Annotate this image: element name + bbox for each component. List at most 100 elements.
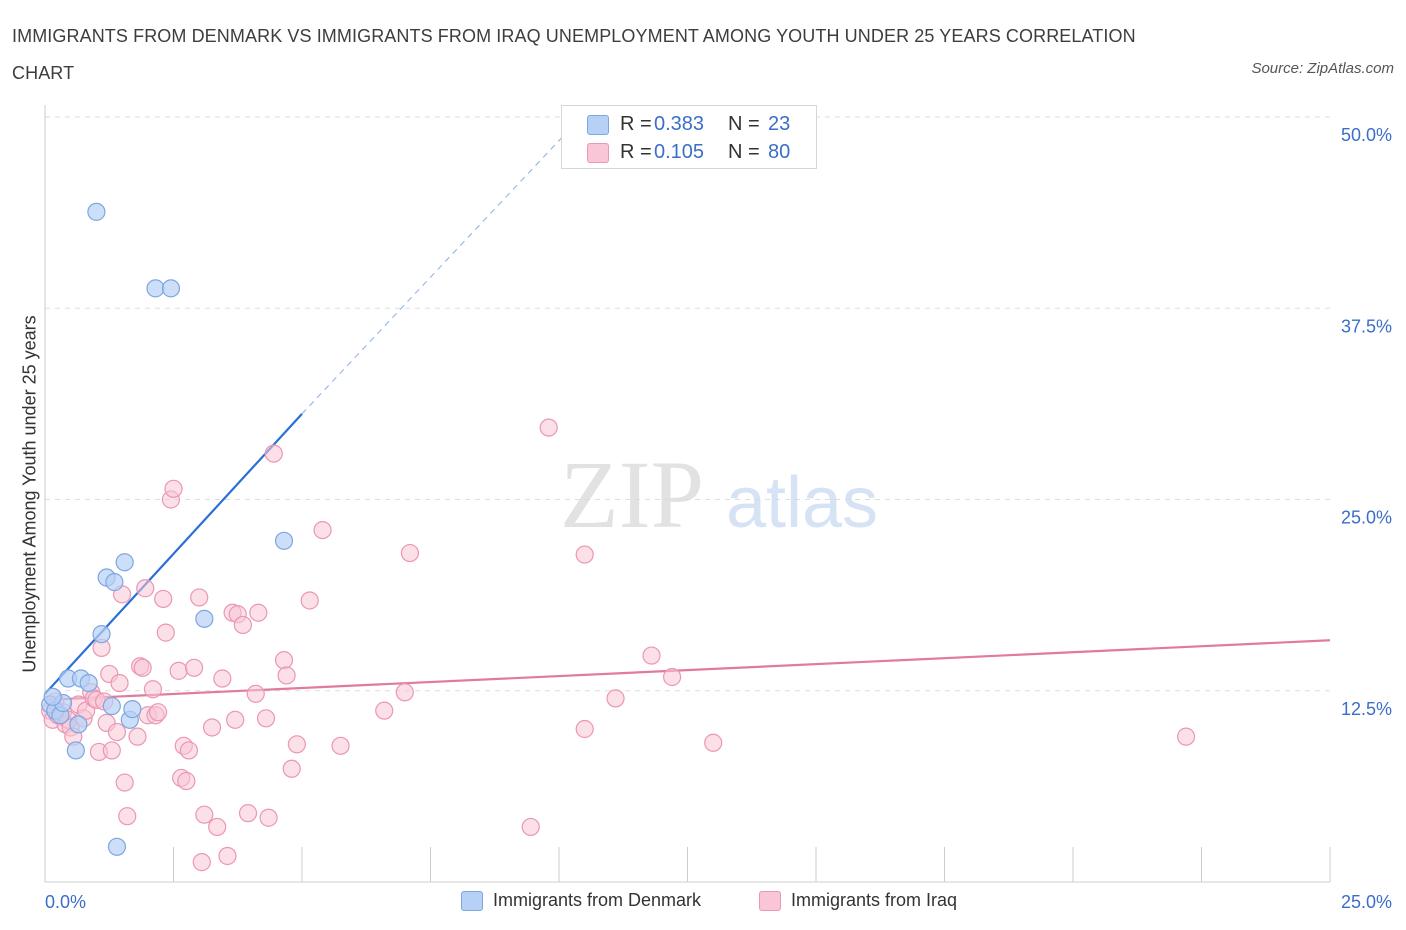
- iraq-point-75: [606, 689, 625, 708]
- iraq-point-52: [226, 710, 245, 729]
- iraq-point-60: [264, 444, 283, 463]
- legend-iraq-swatch: [759, 891, 781, 911]
- y-axis-label: Unemployment Among Youth under 25 years: [19, 315, 40, 673]
- iraq-point-70: [400, 543, 420, 563]
- iraq-point-78: [704, 733, 723, 752]
- denmark-trend-line: [44, 413, 303, 695]
- legend-row-denmark: R = 0.383 N = 23: [562, 110, 816, 138]
- denmark-point-21: [274, 531, 294, 550]
- watermark: ZIP atlas: [560, 441, 878, 548]
- iraq-point-29: [136, 579, 155, 598]
- iraq-point-22: [110, 673, 129, 693]
- iraq-point-49: [213, 669, 232, 688]
- data-points: [41, 202, 1196, 872]
- y-tick-label-1: 25.0%: [1341, 508, 1392, 528]
- iraq-point-63: [282, 759, 301, 778]
- denmark-n-value: 23: [768, 113, 791, 135]
- iraq-point-28: [133, 658, 152, 677]
- denmark-point-13: [105, 573, 124, 592]
- legend-iraq-label: Immigrants from Iraq: [791, 890, 958, 910]
- iraq-point-34: [154, 589, 173, 609]
- denmark-point-8: [79, 673, 98, 693]
- iraq-point-69: [395, 683, 414, 702]
- iraq-point-59: [259, 808, 278, 827]
- iraq-point-38: [169, 661, 188, 680]
- iraq-point-24: [115, 773, 134, 792]
- iraq-r-label: R =: [620, 141, 652, 163]
- denmark-point-6: [69, 715, 88, 734]
- iraq-n-label: N =: [728, 141, 760, 163]
- watermark-zip: ZIP: [560, 441, 704, 548]
- iraq-point-35: [156, 623, 175, 642]
- y-tick-label-0: 12.5%: [1341, 699, 1392, 719]
- iraq-point-20: [102, 741, 121, 760]
- denmark-trend-extension: [301, 107, 591, 415]
- legend-denmark-swatch: [461, 891, 483, 911]
- iraq-point-33: [148, 703, 168, 722]
- denmark-point-20: [195, 609, 214, 628]
- watermark-atlas: atlas: [726, 463, 878, 543]
- iraq-point-77: [662, 667, 682, 687]
- iraq-point-56: [246, 684, 265, 703]
- denmark-point-10: [92, 625, 111, 644]
- denmark-point-14: [107, 837, 127, 856]
- denmark-point-5: [66, 741, 85, 760]
- iraq-point-66: [313, 520, 332, 540]
- iraq-point-26: [128, 727, 147, 746]
- denmark-point-17: [123, 700, 142, 719]
- x-tick-label-min: 0.0%: [45, 892, 86, 912]
- grid-lines: [45, 116, 1330, 692]
- iraq-point-71: [521, 817, 540, 837]
- iraq-point-43: [184, 658, 204, 677]
- iraq-point-55: [238, 804, 258, 823]
- denmark-point-19: [161, 279, 181, 298]
- iraq-point-64: [287, 735, 306, 754]
- iraq-point-50: [218, 846, 237, 866]
- denmark-point-15: [115, 553, 134, 572]
- iraq-point-41: [177, 771, 196, 791]
- iraq-point-45: [192, 853, 211, 872]
- iraq-point-74: [575, 545, 594, 564]
- denmark-point-9: [87, 202, 106, 221]
- iraq-point-25: [118, 807, 137, 826]
- iraq-point-65: [300, 591, 319, 610]
- source-label: Source: ZipAtlas.com: [1251, 60, 1394, 77]
- denmark-point-12: [102, 696, 121, 716]
- denmark-point-18: [146, 279, 165, 298]
- denmark-n-label: N =: [728, 113, 760, 135]
- axes: [44, 105, 1331, 883]
- iraq-point-79: [1176, 727, 1196, 746]
- iraq-point-61: [274, 651, 294, 670]
- chart-title: IMMIGRANTS FROM DENMARK VS IMMIGRANTS FR…: [12, 26, 1136, 83]
- correlation-legend: R = 0.383 N = 23 R = 0.105 N = 80: [561, 105, 817, 169]
- denmark-point-22: [43, 687, 62, 706]
- x-tick-label-max: 25.0%: [1341, 892, 1392, 912]
- legend-denmark-label: Immigrants from Denmark: [493, 890, 702, 910]
- iraq-point-44: [190, 588, 209, 607]
- y-tick-label-3: 50.0%: [1341, 125, 1392, 145]
- iraq-point-57: [249, 603, 268, 622]
- iraq-point-67: [331, 736, 350, 755]
- iraq-point-68: [375, 701, 394, 720]
- iraq-point-37: [164, 479, 183, 498]
- iraq-n-value: 80: [768, 141, 791, 163]
- tick-labels: 12.5% 25.0% 37.5% 50.0% 0.0% 25.0%: [45, 125, 1392, 912]
- iraq-point-54: [233, 615, 252, 635]
- y-tick-label-2: 37.5%: [1341, 316, 1392, 336]
- denmark-r-label: R =: [620, 113, 652, 135]
- iraq-point-42: [179, 741, 199, 760]
- denmark-swatch: [587, 115, 609, 135]
- iraq-point-58: [256, 709, 276, 728]
- legend-row-iraq: R = 0.105 N = 80: [562, 138, 816, 166]
- iraq-point-47: [202, 718, 222, 737]
- iraq-point-21: [107, 722, 127, 742]
- denmark-r-value: 0.383: [654, 113, 705, 135]
- iraq-point-62: [277, 666, 296, 685]
- iraq-point-31: [143, 680, 163, 699]
- iraq-point-72: [539, 418, 558, 437]
- iraq-point-48: [208, 817, 227, 837]
- iraq-point-46: [195, 805, 214, 824]
- iraq-point-73: [575, 719, 594, 739]
- iraq-swatch: [587, 143, 609, 163]
